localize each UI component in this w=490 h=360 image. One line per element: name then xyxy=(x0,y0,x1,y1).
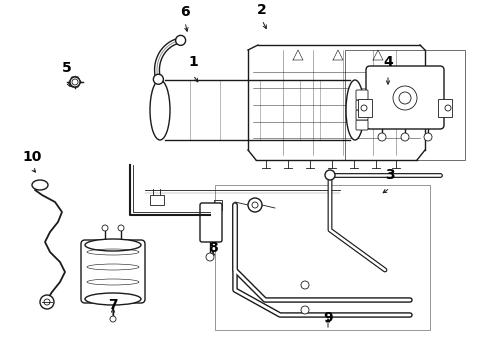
Circle shape xyxy=(378,133,386,141)
Bar xyxy=(438,99,452,117)
Circle shape xyxy=(110,316,116,322)
Circle shape xyxy=(248,198,262,212)
FancyBboxPatch shape xyxy=(366,66,444,129)
Bar xyxy=(215,185,430,330)
Circle shape xyxy=(399,92,411,104)
Bar xyxy=(345,50,465,160)
Text: 8: 8 xyxy=(208,241,218,255)
Circle shape xyxy=(401,133,409,141)
Circle shape xyxy=(44,299,50,305)
FancyBboxPatch shape xyxy=(356,100,368,110)
FancyBboxPatch shape xyxy=(356,120,368,130)
Circle shape xyxy=(301,281,309,289)
Circle shape xyxy=(72,79,78,85)
Circle shape xyxy=(40,295,54,309)
Circle shape xyxy=(325,170,335,180)
Ellipse shape xyxy=(85,239,141,251)
Ellipse shape xyxy=(85,293,141,305)
Ellipse shape xyxy=(150,80,170,140)
Text: 2: 2 xyxy=(257,3,267,17)
Bar xyxy=(150,195,164,205)
Circle shape xyxy=(424,133,432,141)
Text: 1: 1 xyxy=(188,55,198,69)
Ellipse shape xyxy=(175,35,186,45)
Text: 5: 5 xyxy=(62,61,72,75)
Bar xyxy=(358,99,372,117)
Text: 9: 9 xyxy=(323,311,333,325)
FancyBboxPatch shape xyxy=(81,240,145,303)
Text: 7: 7 xyxy=(108,298,118,312)
Text: 4: 4 xyxy=(383,55,393,69)
Ellipse shape xyxy=(346,80,364,140)
Circle shape xyxy=(206,253,214,261)
Circle shape xyxy=(301,306,309,314)
Text: 3: 3 xyxy=(385,168,395,182)
FancyBboxPatch shape xyxy=(356,90,368,100)
Circle shape xyxy=(118,225,124,231)
Circle shape xyxy=(445,105,451,111)
FancyBboxPatch shape xyxy=(356,110,368,120)
Circle shape xyxy=(252,202,258,208)
Circle shape xyxy=(361,105,367,111)
Circle shape xyxy=(102,225,108,231)
Circle shape xyxy=(70,77,80,87)
Text: 10: 10 xyxy=(23,150,42,164)
Text: 6: 6 xyxy=(180,5,190,19)
Ellipse shape xyxy=(32,180,48,190)
Circle shape xyxy=(393,86,417,110)
Ellipse shape xyxy=(153,74,163,84)
FancyBboxPatch shape xyxy=(200,203,222,242)
